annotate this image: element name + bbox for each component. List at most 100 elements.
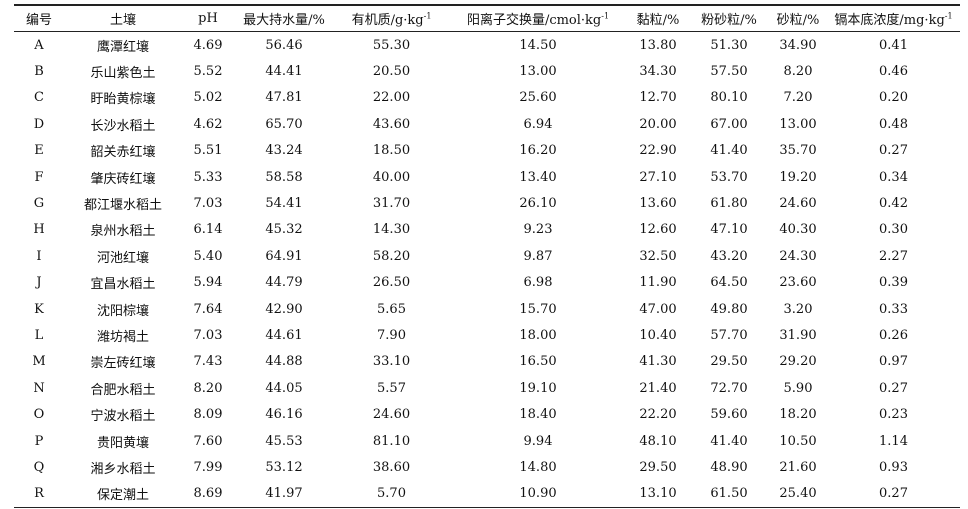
table-cell: 41.30	[639, 354, 677, 370]
table-cell: 5.90	[783, 380, 813, 396]
table-cell: 22.20	[639, 407, 677, 423]
table-cell: 13.80	[639, 37, 677, 53]
col-cec-header: 阳离子交换量/cmol·kg-1	[449, 5, 627, 32]
table-cell: 54.41	[265, 196, 303, 212]
table-cell: 47.81	[265, 90, 303, 106]
table-cell: 8.09	[193, 407, 223, 423]
table-cell: 53.12	[265, 459, 303, 475]
header-label: 有机质/g·kg	[351, 13, 424, 28]
table-cell: 45.53	[265, 433, 303, 449]
table-cell: 24.60	[372, 407, 411, 423]
table-cell: 0.33	[879, 301, 908, 317]
table-cell: 0.93	[879, 459, 908, 475]
table-cell: 43.24	[265, 143, 303, 159]
table-cell: I	[36, 248, 42, 264]
table-cell: 24.30	[779, 248, 817, 264]
table-cell: D	[33, 116, 45, 132]
table-cell: 81.10	[372, 433, 411, 449]
table-cell: 18.40	[519, 407, 557, 423]
table-cell: 42.90	[265, 301, 303, 317]
table-cell: 0.42	[879, 196, 908, 212]
header-label: 镉本底浓度/mg·kg	[834, 13, 945, 28]
table-cell: 0.46	[879, 64, 908, 80]
table-cell: 44.05	[265, 380, 303, 396]
table-cell: 26.50	[372, 275, 411, 291]
table-cell: 19.10	[519, 380, 557, 396]
table-cell: J	[36, 275, 42, 291]
table-cell: 13.00	[779, 116, 817, 132]
header-label: 阳离子交换量/cmol·kg	[466, 13, 602, 28]
table-cell: 都江堰水稻土	[83, 198, 162, 214]
table-cell: 35.70	[779, 143, 817, 159]
table-cell: 44.79	[265, 275, 303, 291]
header-label: 最大持水量/%	[243, 13, 325, 28]
header-label: 编号	[25, 13, 52, 28]
table-cell: 4.62	[193, 116, 223, 132]
table-cell: 48.90	[710, 459, 748, 475]
table-cell: 32.50	[639, 248, 677, 264]
table-cell: 58.20	[372, 248, 411, 264]
table-cell: 贵阳黄壤	[96, 435, 149, 451]
table-cell: 41.40	[710, 433, 748, 449]
table-row: F 肇庆砖红壤 5.33 58.58 40.00 13.40 27.10 53.70 19.20…	[14, 164, 960, 190]
col-ph-header: pH	[182, 5, 234, 32]
table-cell: 59.60	[710, 407, 748, 423]
table-row: E 韶关赤红壤 5.51 43.24 18.50 16.20 22.90 41.40 35.70…	[14, 138, 960, 164]
table-cell: 6.98	[523, 275, 553, 291]
table-cell: 3.20	[783, 301, 813, 317]
table-cell: 13.10	[627, 480, 689, 509]
table-row: P 贵阳黄壤 7.60 45.53 81.10 9.94 48.10 41.40 10.50 1.…	[14, 428, 960, 454]
table-cell: 7.43	[193, 354, 223, 370]
table-cell: 18.00	[519, 327, 557, 343]
table-cell: 64.91	[265, 248, 303, 264]
table-cell: 45.32	[265, 222, 303, 238]
table-cell: 21.60	[779, 459, 817, 475]
table-cell: 58.58	[265, 169, 303, 185]
table-row: K 沈阳棕壤 7.64 42.90 5.65 15.70 47.00 49.80 3.20 0.3…	[14, 296, 960, 322]
table-cell: 13.60	[639, 196, 677, 212]
table-cell: 53.70	[710, 169, 748, 185]
table-cell: 20.00	[639, 116, 677, 132]
table-cell: 51.30	[710, 37, 748, 53]
table-cell: 57.50	[710, 64, 748, 80]
table-body: A 鹰潭红壤 4.69 56.46 55.30 14.50 13.80 51.30 34.90 0…	[14, 32, 960, 509]
table-cell: 18.50	[372, 143, 411, 159]
table-cell: 9.94	[523, 433, 553, 449]
table-cell: C	[34, 90, 44, 106]
header-label: 黏粒/%	[636, 13, 680, 28]
table-row: O 宁波水稻土 8.09 46.16 24.60 18.40 22.20 59.60 18.20…	[14, 401, 960, 427]
col-silt-header: 粉砂粒/%	[689, 5, 769, 32]
table-cell: 0.27	[879, 380, 908, 396]
table-cell: F	[34, 169, 44, 185]
table-cell: P	[34, 433, 44, 449]
table-cell: 72.70	[710, 380, 748, 396]
table-cell: 31.90	[779, 327, 817, 343]
table-cell: 6.94	[523, 116, 553, 132]
header-superscript: -1	[423, 11, 432, 21]
header-superscript: -1	[601, 11, 610, 21]
table-cell: 57.70	[710, 327, 748, 343]
table-cell: 10.90	[449, 480, 627, 509]
table-cell: 0.41	[879, 37, 908, 53]
table-cell: 盱眙黄棕壤	[90, 92, 156, 108]
table-cell: 48.10	[639, 433, 677, 449]
table-cell: 4.69	[193, 37, 223, 53]
table-cell: 潍坊褐土	[96, 329, 149, 345]
header-label: pH	[198, 11, 218, 26]
col-organic-matter-header: 有机质/g·kg-1	[334, 5, 449, 32]
table-cell: 7.90	[377, 327, 406, 343]
table-cell: 12.70	[639, 90, 677, 106]
header-label: 土壤	[109, 13, 136, 28]
table-cell: 河池红壤	[96, 250, 149, 266]
table-cell: 5.33	[193, 169, 223, 185]
table-cell: 7.03	[193, 327, 223, 343]
table-cell: 33.10	[372, 354, 411, 370]
table-cell: 鹰潭红壤	[96, 39, 149, 55]
table-row: D 长沙水稻土 4.62 65.70 43.60 6.94 20.00 67.00 13.00 0…	[14, 111, 960, 137]
table-cell: Q	[33, 459, 45, 475]
col-max-water-header: 最大持水量/%	[234, 5, 334, 32]
table-cell: 0.27	[879, 143, 908, 159]
table-row: M 崇左砖红壤 7.43 44.88 33.10 16.50 41.30 29.50 29.20…	[14, 349, 960, 375]
table-cell: 5.40	[193, 248, 223, 264]
table-cell: 8.20	[783, 64, 813, 80]
